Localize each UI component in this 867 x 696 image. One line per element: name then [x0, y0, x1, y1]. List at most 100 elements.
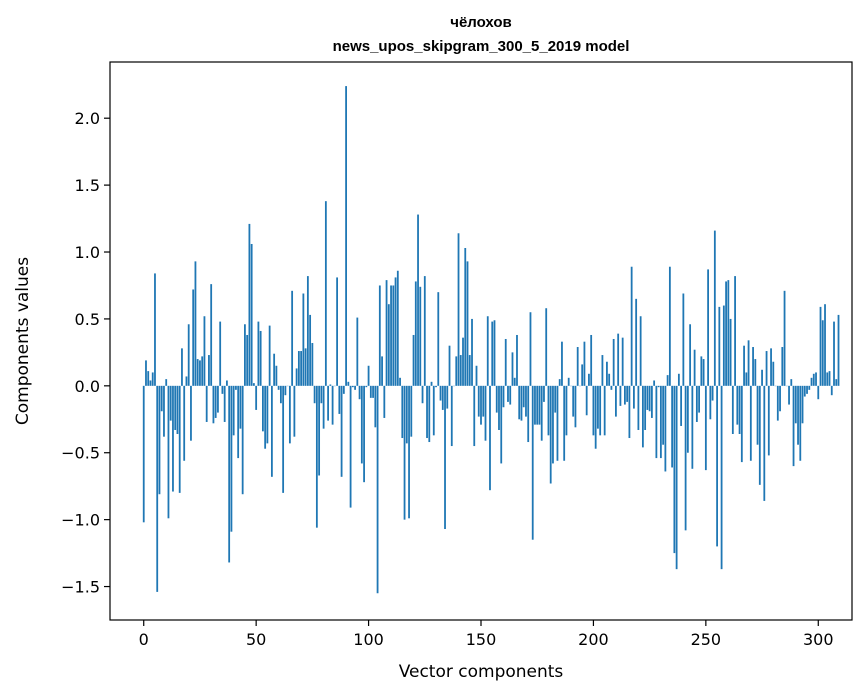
bar-263 [734, 276, 736, 386]
y-tick-label: 1.0 [75, 243, 100, 262]
bar-261 [729, 318, 732, 386]
bar-53 [262, 385, 264, 432]
bar-209 [612, 338, 615, 386]
bar-275 [761, 369, 763, 386]
bar-65 [288, 385, 291, 444]
bar-154 [489, 385, 491, 491]
bar-71 [302, 293, 305, 386]
bar-152 [484, 385, 487, 441]
bar-176 [538, 385, 541, 425]
bar-299 [815, 372, 817, 386]
bar-244 [691, 385, 694, 469]
bar-240 [682, 293, 685, 386]
bar-241 [684, 385, 687, 531]
bar-68 [295, 368, 298, 386]
bar-47 [248, 223, 251, 386]
bar-204 [601, 355, 604, 386]
bar-301 [819, 306, 822, 386]
bar-95 [356, 317, 359, 386]
bar-175 [536, 385, 539, 425]
bar-228 [655, 385, 658, 459]
bar-193 [576, 347, 579, 386]
bar-25 [199, 360, 201, 386]
bar-302 [821, 320, 824, 386]
bar-245 [693, 349, 696, 386]
bar-285 [783, 290, 786, 386]
bar-218 [633, 385, 635, 409]
bar-0 [142, 385, 145, 523]
bar-160 [502, 385, 505, 408]
bar-58 [273, 353, 276, 386]
bar-216 [628, 385, 631, 439]
bar-118 [408, 385, 410, 519]
bar-278 [767, 385, 770, 456]
bar-272 [754, 359, 757, 386]
bar-200 [592, 385, 595, 436]
bar-107 [383, 385, 386, 418]
bar-139 [455, 356, 458, 386]
bar-33 [217, 385, 219, 413]
bar-199 [590, 334, 593, 386]
bar-98 [363, 385, 365, 483]
bar-134 [444, 385, 446, 530]
bar-250 [704, 385, 707, 471]
bar-87 [338, 385, 341, 414]
bar-305 [828, 371, 831, 386]
bar-90 [345, 86, 347, 386]
bar-221 [639, 316, 642, 386]
bar-82 [327, 385, 329, 421]
bar-207 [608, 373, 611, 386]
bar-293 [801, 385, 804, 424]
bar-93 [351, 385, 354, 388]
bar-227 [653, 380, 656, 386]
bar-123 [419, 286, 422, 386]
bar-31 [212, 385, 215, 424]
bar-77 [315, 385, 318, 528]
bar-164 [511, 352, 514, 386]
bar-300 [817, 385, 820, 400]
bar-7 [158, 385, 161, 495]
bar-291 [797, 385, 799, 445]
bar-9 [163, 385, 165, 437]
x-tick-label: 300 [803, 630, 834, 649]
plot-area-frame [109, 61, 853, 621]
bar-266 [740, 385, 743, 463]
bar-136 [448, 345, 451, 386]
bar-40 [232, 385, 235, 436]
bar-251 [707, 269, 709, 386]
bar-188 [565, 385, 568, 436]
bar-135 [446, 385, 449, 409]
bar-106 [381, 356, 383, 386]
bar-39 [230, 385, 233, 532]
bar-48 [250, 243, 253, 386]
bar-30 [210, 284, 213, 386]
bar-103 [374, 385, 377, 428]
bar-295 [806, 385, 808, 394]
bar-42 [237, 385, 240, 459]
y-axis-label: Components values [13, 257, 33, 425]
chart-title-line1: чёлохов [450, 14, 512, 31]
bar-264 [736, 385, 739, 425]
bar-196 [583, 341, 586, 386]
bar-117 [405, 385, 408, 444]
bar-158 [498, 385, 500, 430]
bar-12 [169, 385, 172, 421]
bar-282 [776, 385, 779, 421]
bar-15 [176, 385, 179, 434]
bar-288 [790, 379, 793, 386]
bar-111 [392, 285, 395, 386]
bar-255 [716, 385, 718, 547]
bar-5 [154, 273, 156, 386]
bar-59 [275, 365, 278, 386]
bar-28 [205, 385, 208, 422]
bar-88 [340, 385, 343, 477]
bar-206 [606, 361, 608, 386]
bar-308 [835, 379, 838, 386]
bar-157 [495, 385, 498, 413]
bar-109 [387, 304, 390, 386]
bar-203 [599, 385, 602, 436]
bar-230 [659, 385, 662, 459]
bar-268 [745, 372, 748, 386]
bar-142 [462, 337, 464, 386]
